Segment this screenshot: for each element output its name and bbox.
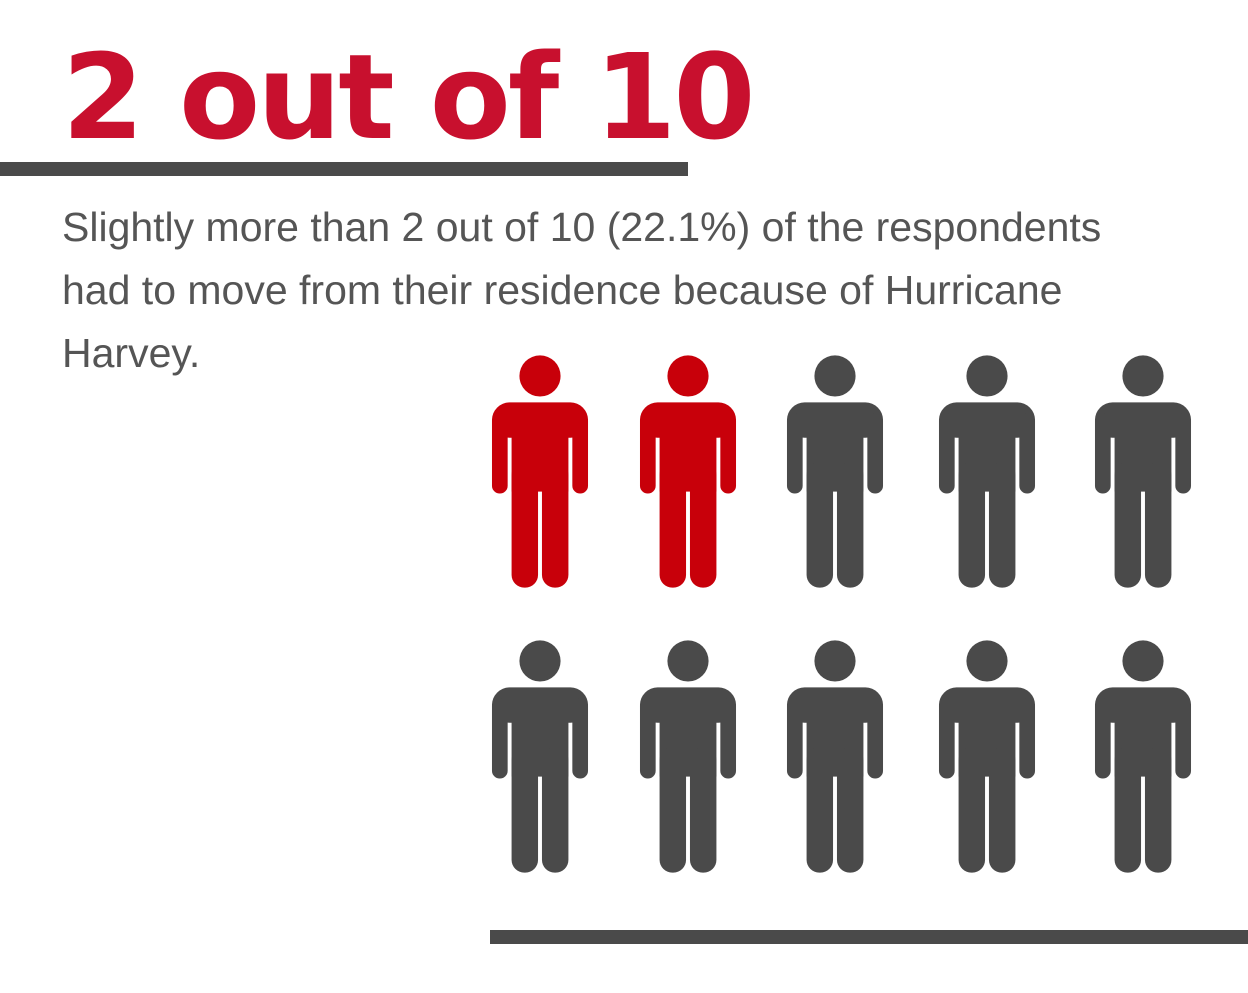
- divider-bottom: [490, 930, 1248, 944]
- person-icon: [1094, 637, 1192, 877]
- person-icon: [786, 637, 884, 877]
- description: Slightly more than 2 out of 10 (22.1%) o…: [62, 204, 1102, 376]
- headline: 2 out of 10: [62, 28, 755, 166]
- divider-top: [0, 162, 688, 176]
- person-icon: [938, 352, 1036, 592]
- person-icon: [786, 352, 884, 592]
- person-icon: [639, 637, 737, 877]
- person-icon: [491, 352, 589, 592]
- person-icon: [938, 637, 1036, 877]
- person-icon: [1094, 352, 1192, 592]
- person-icon: [491, 637, 589, 877]
- person-icon: [639, 352, 737, 592]
